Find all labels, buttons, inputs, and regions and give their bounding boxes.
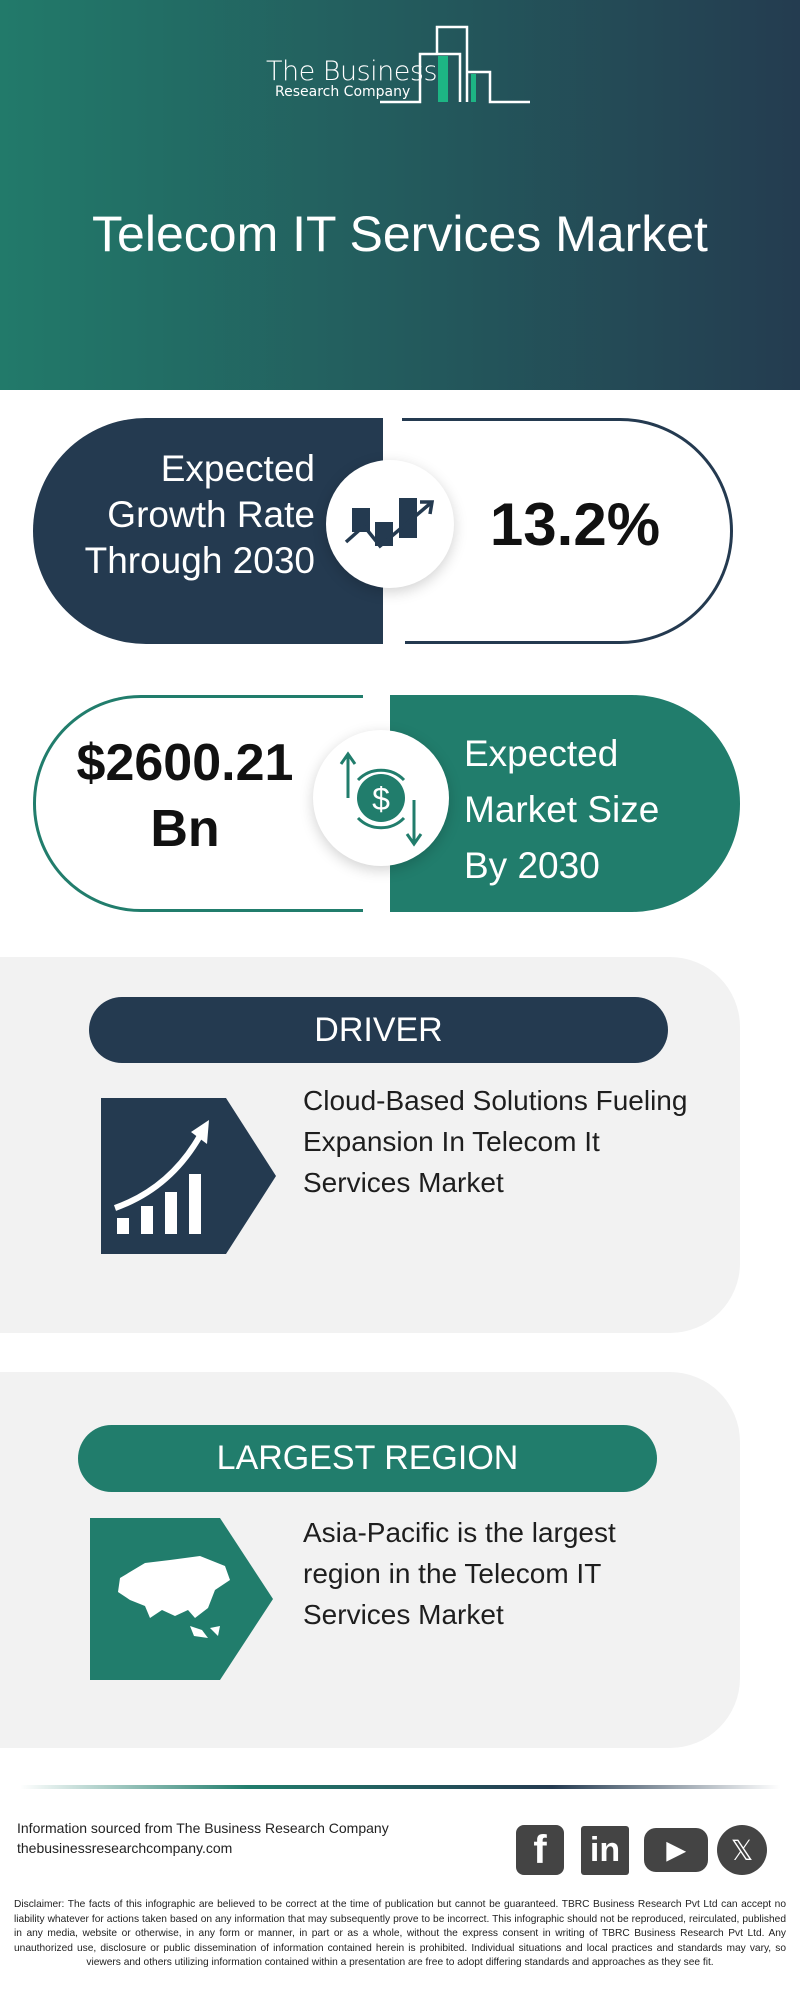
- region-text: Asia-Pacific is the largest region in the…: [303, 1517, 616, 1630]
- website-link[interactable]: thebusinessresearchcompany.com: [17, 1840, 233, 1856]
- growth-label: Expected Growth Rate Through 2030: [84, 448, 315, 581]
- logo-buildings-icon: [380, 25, 530, 104]
- x-icon[interactable]: 𝕏: [717, 1825, 767, 1875]
- growth-rate-value: 13.2%: [489, 491, 661, 558]
- logo-text: The Business: [266, 56, 438, 87]
- header-banner: The Business Research Company Telecom IT…: [0, 0, 800, 390]
- growth-icon-circle: [326, 460, 454, 588]
- divider: [20, 1785, 780, 1789]
- source-info: Information sourced from The Business Re…: [17, 1818, 389, 1858]
- dollar-exchange-icon: $: [339, 751, 423, 847]
- svg-text:$: $: [372, 781, 390, 817]
- asia-map-icon: [90, 1518, 273, 1680]
- disclaimer: Disclaimer: The facts of this infographi…: [14, 1899, 786, 1968]
- driver-text: Cloud-Based Solutions Fueling Expansion I…: [303, 1085, 688, 1198]
- region-heading: LARGEST REGION: [78, 1425, 657, 1492]
- growth-label-panel: [33, 418, 383, 644]
- youtube-icon[interactable]: ▶: [644, 1828, 708, 1872]
- market-icon-circle: $: [313, 730, 449, 866]
- growth-chart-icon: [344, 498, 435, 549]
- growth-value-panel: [402, 418, 733, 644]
- driver-heading: DRIVER: [89, 997, 668, 1063]
- source-text: Information sourced from The Business Re…: [17, 1820, 389, 1836]
- market-size-value: $2600.21 Bn: [76, 734, 294, 858]
- page-title: Telecom IT Services Market: [92, 206, 708, 262]
- linkedin-icon[interactable]: in: [581, 1826, 629, 1875]
- market-size-label: Expected Market Size By 2030: [464, 733, 660, 886]
- logo-subtext: Research Company: [275, 84, 411, 100]
- market-value-panel: [33, 695, 363, 912]
- rising-bars-icon: [101, 1098, 276, 1254]
- facebook-icon[interactable]: f: [516, 1825, 564, 1875]
